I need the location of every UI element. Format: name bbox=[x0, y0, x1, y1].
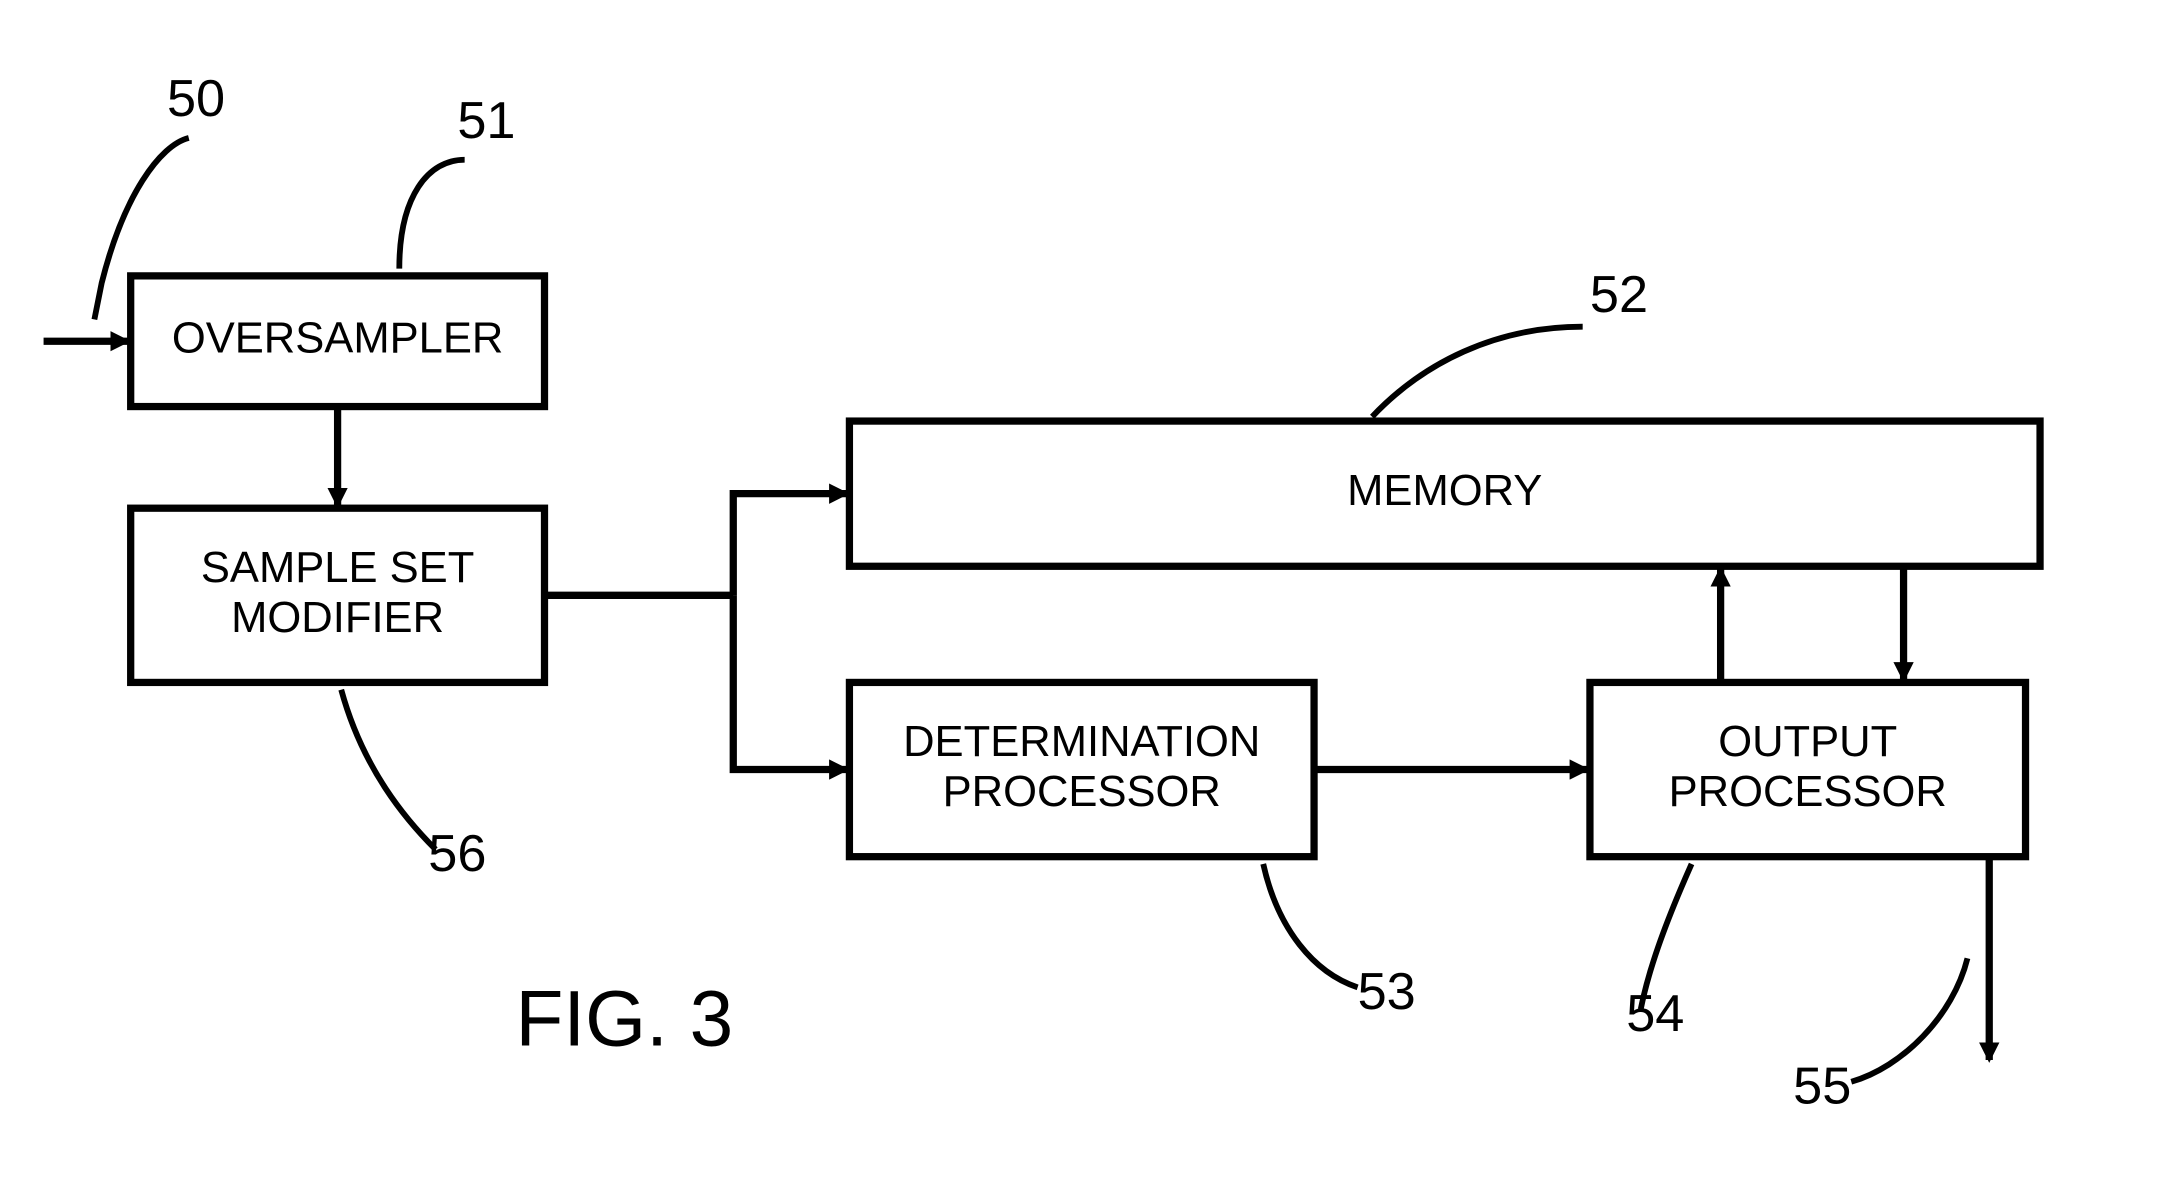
ref-53: 53 bbox=[1358, 963, 1416, 1021]
oversampler-label: OVERSAMPLER bbox=[172, 315, 504, 363]
sample_set_modifier-label: MODIFIER bbox=[231, 594, 444, 642]
leader-55 bbox=[1851, 958, 1967, 1081]
block-diagram: OVERSAMPLER SAMPLE SETMODIFIER MEMORY DETER… bbox=[0, 0, 2178, 1178]
output_processor-label: PROCESSOR bbox=[1669, 768, 1947, 816]
leader-53 bbox=[1263, 864, 1357, 987]
figure-caption: FIG. 3 bbox=[515, 974, 733, 1062]
ref-50: 50 bbox=[167, 70, 225, 128]
edge-modifier-to-memory bbox=[733, 494, 846, 596]
ref-51: 51 bbox=[457, 92, 515, 150]
ref-54: 54 bbox=[1626, 985, 1684, 1043]
leader-52 bbox=[1372, 327, 1583, 417]
edge-modifier-to-determination bbox=[733, 595, 846, 769]
ref-55: 55 bbox=[1793, 1058, 1851, 1116]
output_processor-label: OUTPUT bbox=[1718, 718, 1897, 766]
memory-label: MEMORY bbox=[1347, 467, 1542, 515]
determination_processor-label: PROCESSOR bbox=[943, 768, 1221, 816]
ref-52: 52 bbox=[1590, 266, 1648, 324]
leader-56 bbox=[341, 690, 435, 850]
determination_processor-label: DETERMINATION bbox=[903, 718, 1260, 766]
leader-51 bbox=[399, 160, 464, 269]
sample_set_modifier-label: SAMPLE SET bbox=[201, 544, 474, 592]
ref-56: 56 bbox=[428, 825, 486, 883]
